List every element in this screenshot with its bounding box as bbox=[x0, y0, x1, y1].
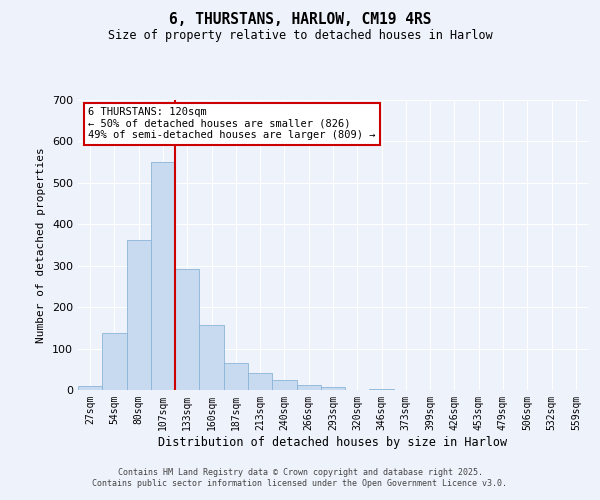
Bar bbox=[102, 333, 127, 390]
Text: Contains HM Land Registry data © Crown copyright and database right 2025.
Contai: Contains HM Land Registry data © Crown c… bbox=[92, 468, 508, 487]
Bar bbox=[224, 363, 248, 390]
X-axis label: Distribution of detached houses by size in Harlow: Distribution of detached houses by size … bbox=[158, 436, 508, 448]
Bar bbox=[321, 386, 345, 390]
Bar bbox=[151, 162, 175, 390]
Text: 6, THURSTANS, HARLOW, CM19 4RS: 6, THURSTANS, HARLOW, CM19 4RS bbox=[169, 12, 431, 28]
Bar bbox=[199, 324, 224, 390]
Bar bbox=[272, 380, 296, 390]
Bar bbox=[175, 269, 199, 390]
Bar bbox=[370, 389, 394, 390]
Bar bbox=[127, 240, 151, 390]
Bar bbox=[78, 386, 102, 390]
Text: Size of property relative to detached houses in Harlow: Size of property relative to detached ho… bbox=[107, 29, 493, 42]
Text: 6 THURSTANS: 120sqm
← 50% of detached houses are smaller (826)
49% of semi-detac: 6 THURSTANS: 120sqm ← 50% of detached ho… bbox=[88, 108, 376, 140]
Y-axis label: Number of detached properties: Number of detached properties bbox=[37, 147, 46, 343]
Bar bbox=[248, 374, 272, 390]
Bar bbox=[296, 384, 321, 390]
